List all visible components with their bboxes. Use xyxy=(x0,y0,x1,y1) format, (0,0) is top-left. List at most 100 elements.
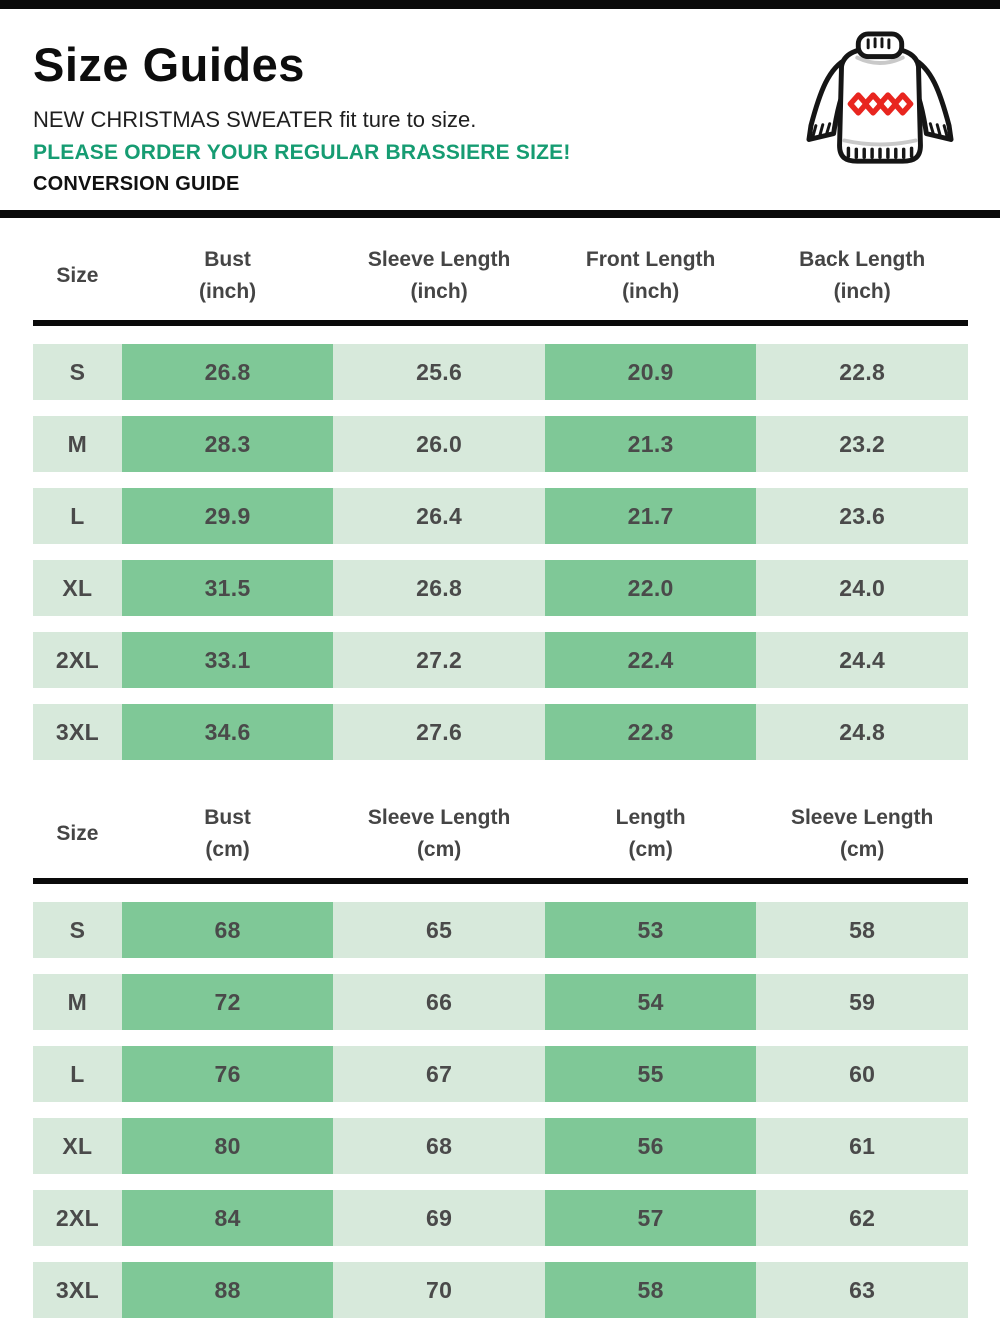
table-cell: 62 xyxy=(756,1190,968,1247)
inch-column-header-3: Front Length (inch) xyxy=(585,248,716,303)
table-cell: 33.1 xyxy=(121,632,334,689)
table-cell: 27.2 xyxy=(333,632,545,689)
table-row: XL 80 68 56 61 xyxy=(33,1118,968,1175)
table-cell: 68 xyxy=(121,902,334,959)
table-cell: 24.4 xyxy=(756,632,968,689)
header: Size Guides NEW CHRISTMAS SWEATER fit tu… xyxy=(0,9,1000,197)
table-cell: 70 xyxy=(333,1262,545,1319)
table-cell: 72 xyxy=(121,974,334,1031)
table-cell: 29.9 xyxy=(121,488,334,545)
table-row: L 29.9 26.4 21.7 23.6 xyxy=(33,488,968,545)
diamond-pattern xyxy=(847,92,914,116)
table-cell: 56 xyxy=(544,1118,757,1175)
table-cell: 22.0 xyxy=(544,560,757,617)
size-label-cell: XL xyxy=(33,560,122,617)
table-cell: 57 xyxy=(544,1190,757,1247)
table-cell: 31.5 xyxy=(121,560,334,617)
table-cell: 26.8 xyxy=(121,344,334,401)
table-cell: 20.9 xyxy=(544,344,757,401)
table-row: XL 31.5 26.8 22.0 24.0 xyxy=(33,560,968,617)
table-cell: 21.3 xyxy=(544,416,757,473)
table-cell: 76 xyxy=(121,1046,334,1103)
table-row: M 28.3 26.0 21.3 23.2 xyxy=(33,416,968,473)
cm-column-header-4: Sleeve Length (cm) xyxy=(790,806,934,861)
table-cell: 59 xyxy=(756,974,968,1031)
table-row: 3XL 88 70 58 63 xyxy=(33,1262,968,1319)
inch-column-header-0: Size xyxy=(56,264,99,288)
order-note: PLEASE ORDER YOUR REGULAR BRASSIERE SIZE… xyxy=(33,141,571,165)
fit-note: NEW CHRISTMAS SWEATER fit ture to size. xyxy=(33,106,477,132)
table-cell: 26.4 xyxy=(333,488,545,545)
cm-column-header-1: Bust (cm) xyxy=(204,806,251,861)
inch-column-header-1: Bust (inch) xyxy=(199,248,257,303)
cm-size-table: Size Bust (cm) Sleeve Length (cm) Length (cm) S… xyxy=(0,776,1000,1319)
size-label-cell: 3XL xyxy=(33,1262,122,1319)
table-cell: 22.4 xyxy=(544,632,757,689)
table-cell: 69 xyxy=(333,1190,545,1247)
table-row: S 26.8 25.6 20.9 22.8 xyxy=(33,344,968,401)
table-row: M 72 66 54 59 xyxy=(33,974,968,1031)
table-cell: 53 xyxy=(544,902,757,959)
table-cell: 23.6 xyxy=(756,488,968,545)
size-label-cell: 2XL xyxy=(33,632,122,689)
conversion-guide-label: CONVERSION GUIDE xyxy=(33,173,240,196)
table-cell: 58 xyxy=(544,1262,757,1319)
table-cell: 84 xyxy=(121,1190,334,1247)
size-label-cell: L xyxy=(33,488,122,545)
size-label-cell: 3XL xyxy=(33,704,122,761)
size-label-cell: L xyxy=(33,1046,122,1103)
size-label-cell: S xyxy=(33,344,122,401)
table-cell: 63 xyxy=(756,1262,968,1319)
inch-table-header: Size Bust (inch) Sleeve Length (inch) Front L… xyxy=(33,218,968,320)
inch-column-header-2: Sleeve Length (inch) xyxy=(367,248,511,303)
inch-table-body: S 26.8 25.6 20.9 22.8 M 28.3 26.0 21.3 23.2 L 29.9 2… xyxy=(33,344,968,761)
top-border-bar xyxy=(0,0,1000,9)
size-label-cell: XL xyxy=(33,1118,122,1175)
size-label-cell: M xyxy=(33,974,122,1031)
table-cell: 61 xyxy=(756,1118,968,1175)
table-row: 2XL 84 69 57 62 xyxy=(33,1190,968,1247)
table-cell: 25.6 xyxy=(333,344,545,401)
christmas-sweater-icon xyxy=(796,29,964,177)
table-cell: 67 xyxy=(333,1046,545,1103)
page-title: Size Guides xyxy=(33,38,305,91)
table-cell: 21.7 xyxy=(544,488,757,545)
cm-table-header: Size Bust (cm) Sleeve Length (cm) Length (cm) S… xyxy=(33,776,968,878)
table-cell: 65 xyxy=(333,902,545,959)
table-cell: 26.8 xyxy=(333,560,545,617)
cm-table-body: S 68 65 53 58 M 72 66 54 59 L 76 67 55 60 XL 80 68 56 61 2XL… xyxy=(33,902,968,1319)
table-cell: 66 xyxy=(333,974,545,1031)
table-cell: 23.2 xyxy=(756,416,968,473)
table-cell: 58 xyxy=(756,902,968,959)
inch-column-header-4: Back Length (inch) xyxy=(799,248,926,303)
table-cell: 28.3 xyxy=(121,416,334,473)
inch-table-header-divider xyxy=(33,320,968,327)
inch-size-table: Size Bust (inch) Sleeve Length (inch) Front L… xyxy=(0,218,1000,761)
table-cell: 27.6 xyxy=(333,704,545,761)
table-cell: 26.0 xyxy=(333,416,545,473)
table-cell: 88 xyxy=(121,1262,334,1319)
cm-table-header-divider xyxy=(33,878,968,885)
table-cell: 34.6 xyxy=(121,704,334,761)
table-cell: 24.8 xyxy=(756,704,968,761)
table-cell: 80 xyxy=(121,1118,334,1175)
table-row: 2XL 33.1 27.2 22.4 24.4 xyxy=(33,632,968,689)
size-label-cell: S xyxy=(33,902,122,959)
table-cell: 68 xyxy=(333,1118,545,1175)
cm-column-header-2: Sleeve Length (cm) xyxy=(367,806,511,861)
table-cell: 22.8 xyxy=(544,704,757,761)
size-label-cell: 2XL xyxy=(33,1190,122,1247)
table-row: 3XL 34.6 27.6 22.8 24.8 xyxy=(33,704,968,761)
table-cell: 54 xyxy=(544,974,757,1031)
header-divider xyxy=(0,210,1000,219)
table-cell: 55 xyxy=(544,1046,757,1103)
cm-column-header-3: Length (cm) xyxy=(615,806,686,861)
table-row: L 76 67 55 60 xyxy=(33,1046,968,1103)
table-cell: 24.0 xyxy=(756,560,968,617)
cm-column-header-0: Size xyxy=(56,822,99,846)
table-cell: 22.8 xyxy=(756,344,968,401)
table-row: S 68 65 53 58 xyxy=(33,902,968,959)
table-cell: 60 xyxy=(756,1046,968,1103)
size-label-cell: M xyxy=(33,416,122,473)
